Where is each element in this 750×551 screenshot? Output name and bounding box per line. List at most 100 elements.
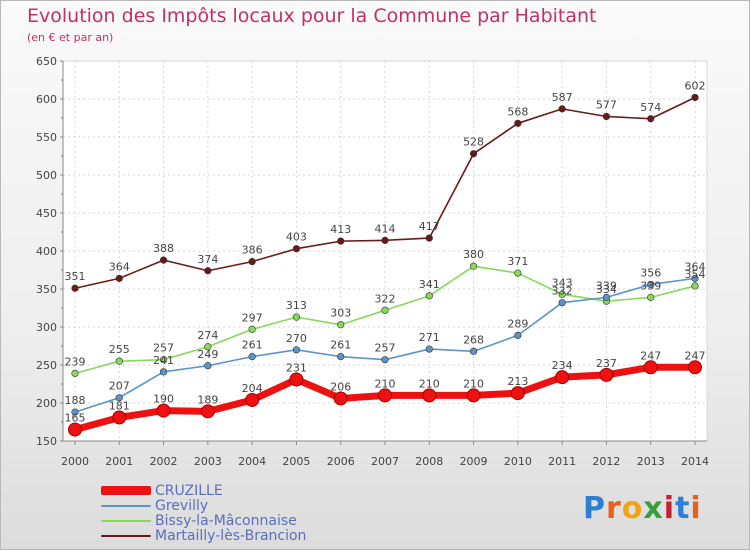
data-point [514, 119, 522, 127]
logo-letter: o [621, 491, 644, 526]
logo-letter: P [583, 491, 606, 526]
legend-swatch [101, 534, 151, 537]
legend-item: Bissy-la-Mâconnaise [101, 512, 306, 529]
data-point [245, 392, 260, 407]
data-label: 386 [242, 244, 263, 257]
data-label: 339 [640, 279, 661, 292]
data-label: 364 [109, 260, 130, 273]
y-tick-label: 650 [36, 55, 57, 68]
data-label: 210 [419, 377, 440, 390]
data-point [469, 262, 478, 270]
data-label: 341 [419, 278, 440, 291]
data-label: 247 [685, 349, 706, 362]
logo-letter: i [663, 491, 676, 526]
data-label: 297 [242, 311, 263, 324]
data-label: 303 [330, 307, 351, 320]
data-point [647, 280, 655, 289]
legend-swatch [101, 504, 151, 507]
data-point [115, 357, 123, 365]
data-label: 207 [109, 380, 130, 393]
data-label: 237 [596, 357, 617, 370]
data-label: 190 [153, 393, 174, 406]
data-label: 241 [153, 354, 174, 367]
data-point [425, 345, 433, 353]
data-point [558, 299, 566, 307]
data-label: 354 [685, 268, 706, 281]
data-label: 339 [596, 279, 617, 292]
data-label: 239 [65, 355, 86, 368]
y-tick-label: 450 [36, 207, 57, 220]
x-tick-label: 2007 [371, 455, 399, 468]
data-label: 574 [640, 101, 661, 114]
data-label: 351 [65, 270, 86, 283]
data-point [555, 370, 570, 385]
data-point [71, 369, 79, 377]
data-label: 210 [375, 377, 396, 390]
x-tick-label: 2014 [681, 455, 709, 468]
data-label: 257 [153, 342, 174, 355]
data-label: 189 [197, 393, 218, 406]
data-label: 165 [65, 412, 86, 425]
chart-legend: CRUZILLE Grevilly Bissy-la-Mâconnaise Marta… [101, 482, 307, 544]
data-point [71, 284, 79, 292]
data-label: 249 [197, 348, 218, 361]
data-point [159, 368, 168, 376]
data-label: 257 [375, 342, 396, 355]
data-label: 313 [286, 299, 307, 312]
data-label: 322 [375, 292, 396, 305]
data-label: 261 [330, 339, 351, 352]
x-tick-label: 2000 [61, 455, 89, 468]
data-point [337, 353, 345, 361]
legend-swatch [101, 486, 151, 495]
data-point [115, 394, 123, 402]
data-label: 247 [640, 349, 661, 362]
data-point [691, 274, 699, 282]
data-label: 371 [507, 255, 528, 268]
data-point [378, 388, 392, 403]
data-point [71, 408, 79, 416]
data-point [691, 93, 699, 102]
data-label: 334 [596, 283, 617, 296]
data-label: 332 [552, 285, 573, 298]
data-point [558, 290, 566, 298]
data-label: 568 [507, 105, 528, 118]
y-tick-label: 150 [36, 435, 57, 448]
x-tick-label: 2004 [238, 455, 266, 468]
data-point [558, 105, 566, 113]
data-point [68, 422, 82, 437]
data-label: 204 [242, 382, 263, 395]
data-label: 413 [330, 223, 351, 236]
legend-label: Bissy-la-Mâconnaise [155, 512, 297, 529]
data-point [688, 360, 702, 375]
legend-label: CRUZILLE [155, 482, 223, 499]
data-label: 234 [552, 359, 573, 372]
data-point [514, 331, 522, 339]
x-tick-label: 2011 [548, 455, 576, 468]
data-label: 414 [375, 222, 396, 235]
data-point [115, 274, 123, 282]
data-point [381, 236, 389, 244]
x-tick-label: 2003 [194, 455, 222, 468]
data-label: 231 [286, 361, 307, 374]
legend-label: Martailly-lès-Brancion [155, 527, 307, 544]
data-point [333, 391, 348, 406]
data-point [422, 388, 437, 403]
data-point [248, 325, 256, 333]
data-point [425, 234, 433, 242]
data-point [647, 115, 655, 123]
x-tick-label: 2006 [327, 455, 355, 468]
data-point [204, 343, 212, 351]
logo-letter: x [643, 491, 664, 526]
data-label: 374 [197, 253, 218, 266]
y-tick-label: 350 [36, 283, 57, 296]
data-point [599, 367, 614, 382]
chart-subtitle: (en € et par an) [27, 31, 114, 44]
data-label: 364 [685, 260, 706, 273]
data-label: 528 [463, 136, 484, 149]
data-point [204, 362, 212, 370]
data-label: 255 [109, 343, 130, 356]
data-label: 270 [286, 332, 307, 345]
data-point [602, 293, 611, 301]
data-label: 417 [419, 220, 440, 233]
y-tick-label: 600 [36, 93, 57, 106]
